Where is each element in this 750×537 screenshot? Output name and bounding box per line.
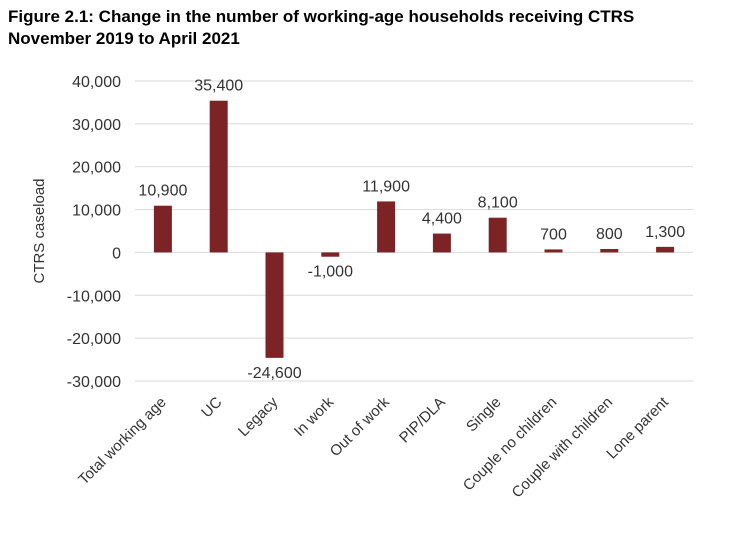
chart-title-line-2: November 2019 to April 2021 [8, 29, 240, 48]
y-tick-label: 30,000 [72, 117, 121, 134]
data-label: 8,100 [478, 195, 518, 212]
y-axis-tick-labels: 40,000 30,000 20,000 10,000 0 -10,000 -20,000 -… [67, 74, 121, 391]
x-tick-label: UC [198, 394, 225, 421]
x-tick-label: In work [291, 393, 338, 440]
chart-title: Figure 2.1: Change in the number of work… [8, 6, 744, 50]
y-tick-label: -10,000 [67, 288, 121, 305]
x-tick-label: Couple no children [460, 394, 560, 494]
bar [488, 217, 507, 253]
data-label: 700 [540, 226, 567, 243]
bar [321, 252, 340, 257]
x-tick-label: PIP/DLA [396, 394, 449, 447]
y-tick-label: -30,000 [67, 374, 121, 391]
data-label: 4,400 [422, 211, 462, 228]
data-label: 35,400 [194, 78, 243, 95]
y-axis-label: CTRS caseload [31, 178, 48, 283]
data-label: -24,600 [247, 365, 301, 382]
data-label: 10,900 [138, 183, 187, 200]
bar [209, 100, 228, 253]
bar [656, 246, 675, 253]
x-tick-label: Total working age [75, 394, 170, 489]
bar [265, 252, 284, 358]
bar [432, 233, 451, 253]
y-tick-label: -20,000 [67, 331, 121, 348]
y-tick-label: 40,000 [72, 74, 121, 91]
data-labels: 10,900 35,400 -24,600 -1,000 11,900 4,400 8,10… [138, 78, 685, 382]
x-tick-label: Couple with children [509, 394, 617, 502]
y-tick-label: 0 [112, 245, 121, 262]
data-label: -1,000 [308, 264, 353, 281]
y-tick-label: 10,000 [72, 203, 121, 220]
chart-title-line-1: Figure 2.1: Change in the number of work… [8, 7, 635, 26]
x-tick-label: Single [463, 394, 505, 436]
gridlines [135, 80, 693, 382]
y-tick-label: 20,000 [72, 160, 121, 177]
bar [544, 249, 563, 253]
data-label: 800 [596, 226, 623, 243]
data-label: 1,300 [645, 224, 685, 241]
data-label: 11,900 [362, 178, 410, 195]
bar [153, 205, 172, 253]
x-tick-label: Legacy [235, 393, 282, 440]
bars [153, 100, 675, 358]
bar [377, 201, 396, 253]
x-tick-label: Out of work [327, 393, 394, 460]
bar [600, 249, 619, 253]
